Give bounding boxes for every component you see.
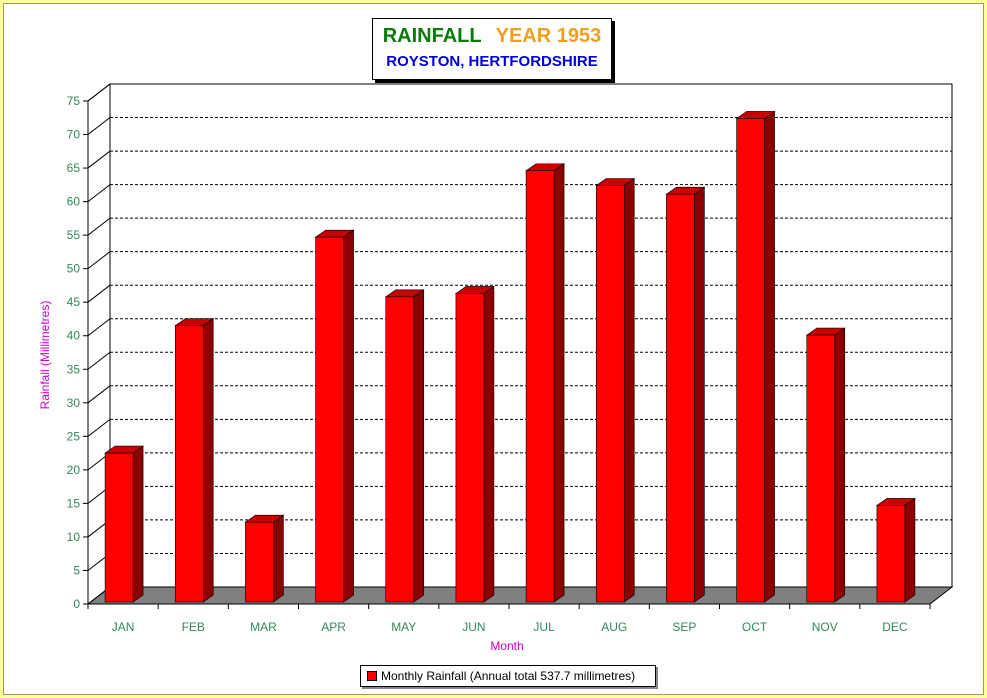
y-tick-label: 30 bbox=[67, 396, 81, 410]
y-tick-label: 60 bbox=[67, 195, 81, 209]
bar-side bbox=[553, 163, 565, 603]
bar-side bbox=[764, 110, 775, 603]
bar bbox=[525, 170, 555, 603]
bar-side bbox=[623, 177, 635, 603]
chart-title-main: RAINFALL bbox=[382, 25, 482, 47]
bar-side bbox=[202, 318, 214, 603]
y-tick-label: 45 bbox=[67, 295, 81, 309]
bar bbox=[104, 452, 134, 603]
bar-side bbox=[904, 497, 916, 603]
bar bbox=[736, 118, 765, 603]
y-tick-label: 15 bbox=[67, 496, 81, 510]
bar bbox=[806, 334, 836, 603]
x-tick-label: AUG bbox=[601, 620, 627, 634]
bar bbox=[595, 185, 625, 603]
x-tick-label: JUN bbox=[462, 620, 485, 634]
y-tick-diagonal bbox=[87, 184, 111, 202]
y-tick-label: 55 bbox=[67, 228, 81, 242]
bar-side bbox=[413, 289, 425, 603]
x-tick-label: OCT bbox=[742, 620, 768, 634]
x-tick-label: FEB bbox=[182, 620, 205, 634]
y-tick-diagonal bbox=[87, 385, 111, 404]
y-tick-label: 65 bbox=[67, 161, 81, 175]
bar bbox=[455, 293, 485, 603]
bar-side bbox=[483, 285, 495, 603]
bar bbox=[666, 193, 695, 603]
bar bbox=[245, 521, 274, 603]
legend-label: Monthly Rainfall (Annual total 537.7 mil… bbox=[381, 669, 636, 683]
x-tick-label: APR bbox=[321, 620, 346, 634]
y-tick-diagonal bbox=[87, 217, 111, 236]
y-tick-diagonal bbox=[87, 251, 111, 270]
x-tick-label: SEP bbox=[672, 620, 696, 634]
y-tick-label: 0 bbox=[73, 597, 80, 611]
y-tick-diagonal bbox=[87, 418, 111, 437]
bar-side bbox=[834, 327, 846, 603]
y-tick-diagonal bbox=[87, 117, 111, 135]
y-tick-diagonal bbox=[87, 351, 111, 370]
y-tick-diagonal bbox=[87, 284, 111, 303]
x-tick-label: MAR bbox=[250, 620, 277, 634]
bar-side bbox=[132, 445, 144, 603]
bar bbox=[315, 236, 344, 603]
y-tick-label: 10 bbox=[67, 530, 81, 544]
chart-title: RAINFALL YEAR 1953 bbox=[373, 25, 611, 48]
y-tick-label: 50 bbox=[67, 262, 81, 276]
y-tick-label: 5 bbox=[73, 563, 80, 577]
x-tick-label: NOV bbox=[812, 620, 838, 634]
y-tick-label: 20 bbox=[67, 463, 81, 477]
chart-title-box: RAINFALL YEAR 1953 ROYSTON, HERTFORDSHIRE bbox=[372, 18, 612, 80]
y-axis-label: Rainfall (Millimetres) bbox=[38, 301, 52, 410]
chart-subtitle: ROYSTON, HERTFORDSHIRE bbox=[386, 53, 598, 70]
chart-title-year: YEAR 1953 bbox=[495, 25, 602, 47]
y-tick-label: 35 bbox=[67, 362, 81, 376]
bar-side bbox=[694, 186, 705, 603]
bar bbox=[876, 505, 906, 603]
y-axis-top-edge bbox=[87, 83, 111, 102]
x-tick-label: JAN bbox=[112, 620, 135, 634]
y-tick-label: 25 bbox=[67, 429, 81, 443]
x-tick-label: JUL bbox=[533, 620, 555, 634]
y-tick-diagonal bbox=[87, 150, 111, 169]
y-tick-label: 75 bbox=[67, 94, 81, 108]
bar-side bbox=[273, 514, 284, 603]
x-tick-label: DEC bbox=[882, 620, 908, 634]
x-tick-label: MAY bbox=[391, 620, 416, 634]
bar bbox=[385, 296, 415, 603]
bar-side bbox=[343, 229, 354, 603]
x-axis-label: Month bbox=[490, 639, 523, 653]
bar bbox=[174, 325, 204, 603]
legend-swatch bbox=[367, 671, 377, 681]
y-tick-diagonal bbox=[87, 318, 111, 337]
legend: Monthly Rainfall (Annual total 537.7 mil… bbox=[360, 665, 656, 687]
y-tick-label: 70 bbox=[67, 128, 81, 142]
y-tick-label: 40 bbox=[67, 329, 81, 343]
